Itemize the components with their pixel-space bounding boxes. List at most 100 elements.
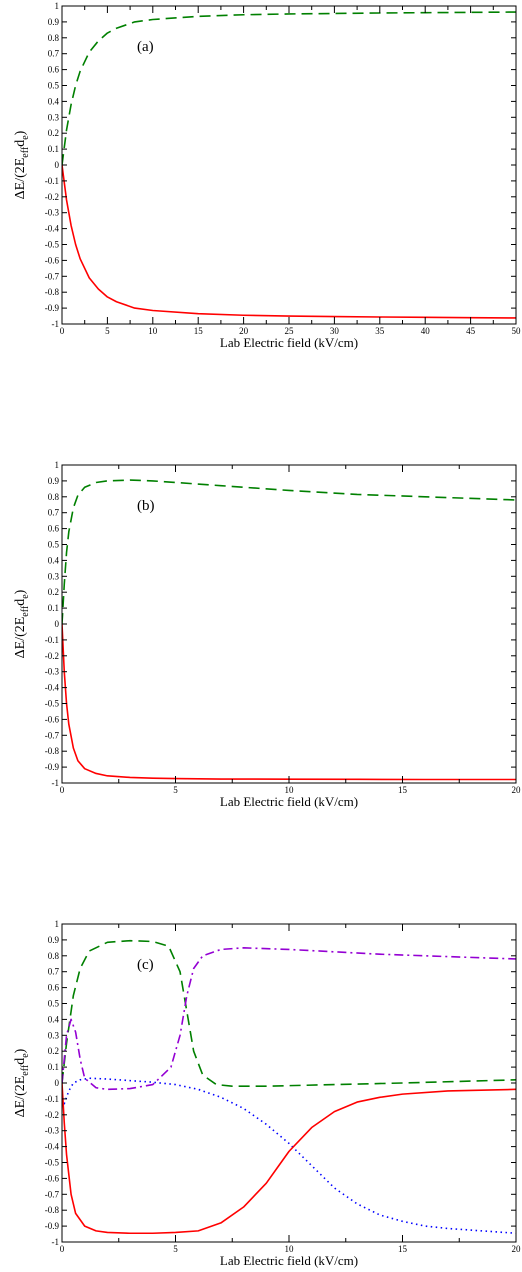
y-tick-label: 1: [55, 460, 60, 470]
y-tick-label: 0.9: [48, 17, 60, 27]
x-axis-label: Lab Electric field (kV/cm): [220, 1253, 358, 1268]
y-tick-label: 0.7: [48, 49, 60, 59]
y-tick-label: 0.1: [48, 603, 59, 613]
y-tick-label: -1: [52, 1237, 60, 1247]
series-line-2: [62, 947, 516, 1091]
y-tick-label: 0.7: [48, 508, 60, 518]
x-tick-label: 40: [421, 326, 431, 336]
y-tick-label: -0.6: [45, 255, 60, 265]
y-tick-label: 0.8: [48, 951, 60, 961]
x-tick-label: 25: [285, 326, 295, 336]
y-tick-label: -0.9: [45, 762, 60, 772]
plot-frame: [61, 5, 517, 325]
y-tick-label: -0.3: [45, 208, 60, 218]
x-tick-label: 5: [173, 785, 178, 795]
x-tick-label: 0: [60, 785, 65, 795]
y-tick-label: 0.6: [48, 65, 60, 75]
y-tick-label: -0.2: [45, 192, 59, 202]
y-tick-label: -0.8: [45, 1205, 60, 1215]
y-tick-label: -0.8: [45, 746, 60, 756]
y-tick-label: -0.2: [45, 1110, 59, 1120]
y-tick-label: 0.4: [48, 1014, 60, 1024]
y-tick-label: -0.4: [45, 224, 60, 234]
y-tick-label: -0.2: [45, 651, 59, 661]
x-tick-label: 0: [60, 326, 65, 336]
series-line-1: [62, 11, 516, 166]
plot-frame: [61, 464, 517, 784]
series-line-2: [62, 164, 516, 319]
y-tick-label: -0.9: [45, 1221, 60, 1231]
y-axis-label: ΔE/(2Eeffde): [13, 589, 31, 658]
series-line-3: [62, 1077, 516, 1235]
y-tick-label: -0.3: [45, 667, 60, 677]
x-tick-label: 30: [330, 326, 340, 336]
y-tick-label: -0.6: [45, 1173, 60, 1183]
y-tick-label: -0.6: [45, 714, 60, 724]
y-tick-label: 0.2: [48, 1046, 59, 1056]
y-tick-label: 0.3: [48, 1030, 60, 1040]
y-tick-label: 0: [55, 619, 60, 629]
y-tick-label: -0.5: [45, 1158, 60, 1168]
x-axis-label: Lab Electric field (kV/cm): [220, 794, 358, 809]
x-tick-label: 20: [512, 1244, 522, 1254]
y-tick-label: -0.4: [45, 1142, 60, 1152]
y-tick-label: -0.7: [45, 730, 60, 740]
y-tick-label: -0.3: [45, 1126, 60, 1136]
panel-label: (a): [137, 39, 154, 55]
x-tick-label: 0: [60, 1244, 65, 1254]
y-axis-label: ΔE/(2Eeffde): [13, 130, 31, 199]
x-tick-label: 50: [512, 326, 522, 336]
y-tick-label: 0: [55, 1078, 60, 1088]
y-tick-label: -0.1: [45, 1094, 59, 1104]
x-tick-label: 15: [398, 1244, 408, 1254]
panel-label: (b): [137, 498, 155, 514]
y-tick-label: 0: [55, 160, 60, 170]
series-line-4: [62, 1082, 516, 1235]
x-axis-label: Lab Electric field (kV/cm): [220, 335, 358, 350]
y-tick-label: 0.6: [48, 983, 60, 993]
y-tick-label: -0.9: [45, 303, 60, 313]
panel-2: 0 5 10 15 20-1-0.9-0.8-0.7-0.6-0.5-0.4-0.3-0…: [13, 460, 521, 809]
y-tick-label: -0.1: [45, 635, 59, 645]
x-tick-label: 5: [105, 326, 110, 336]
y-tick-label: 0.4: [48, 555, 60, 565]
panel-1: 0 5 10 15 20 25 30 35 40 45 50-1-0.9-0.8-0.7-0.6-0…: [13, 1, 521, 350]
y-tick-label: -0.8: [45, 287, 60, 297]
y-tick-label: 0.6: [48, 524, 60, 534]
y-tick-label: 0.2: [48, 128, 59, 138]
x-tick-label: 20: [512, 785, 522, 795]
plot-frame: [61, 923, 517, 1243]
y-tick-label: -1: [52, 778, 60, 788]
y-tick-label: 0.5: [48, 540, 60, 550]
x-tick-label: 10: [285, 1244, 295, 1254]
y-tick-label: 0.5: [48, 999, 60, 1009]
y-tick-label: 0.3: [48, 571, 60, 581]
x-tick-label: 15: [398, 785, 408, 795]
y-tick-label: 0.9: [48, 476, 60, 486]
y-tick-label: -0.7: [45, 271, 60, 281]
y-tick-label: 0.9: [48, 935, 60, 945]
x-tick-label: 10: [148, 326, 158, 336]
y-tick-label: 0.8: [48, 33, 60, 43]
y-tick-label: 0.8: [48, 492, 60, 502]
y-tick-label: 0.2: [48, 587, 59, 597]
y-tick-label: -0.4: [45, 683, 60, 693]
y-tick-label: -0.5: [45, 699, 60, 709]
y-tick-label: 0.5: [48, 81, 60, 91]
y-tick-label: 0.1: [48, 144, 59, 154]
x-tick-label: 5: [173, 1244, 178, 1254]
panel-3: 0 5 10 15 20-1-0.9-0.8-0.7-0.6-0.5-0.4-0.3-0…: [13, 919, 521, 1268]
series-line-1: [62, 479, 516, 625]
y-tick-label: 0.4: [48, 96, 60, 106]
y-tick-label: 0.7: [48, 967, 60, 977]
x-tick-label: 20: [239, 326, 249, 336]
x-tick-label: 10: [285, 785, 295, 795]
y-tick-label: -1: [52, 319, 60, 329]
y-tick-label: -0.7: [45, 1189, 60, 1199]
y-tick-label: 1: [55, 919, 60, 929]
panel-label: (c): [137, 957, 154, 973]
y-tick-label: 0.3: [48, 112, 60, 122]
x-tick-label: 15: [194, 326, 204, 336]
y-axis-label: ΔE/(2Eeffde): [13, 1048, 31, 1117]
